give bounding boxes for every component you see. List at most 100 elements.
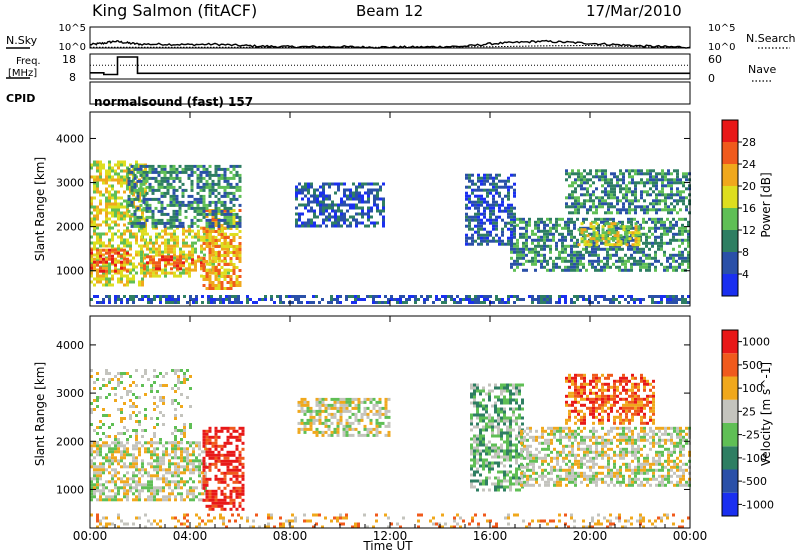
echo-cell <box>205 272 209 275</box>
echo-cell <box>157 182 161 186</box>
echo-cell <box>111 277 114 281</box>
echo-cell <box>585 229 588 233</box>
echo-cell <box>145 218 149 222</box>
echo-cell <box>205 182 209 186</box>
echo-cell <box>223 227 227 230</box>
echo-cell <box>510 218 513 222</box>
echo-cell <box>682 181 685 185</box>
echo-cell <box>640 193 643 197</box>
echo-cell <box>111 250 114 254</box>
echo-cell <box>498 179 501 183</box>
echo-cell <box>492 176 495 180</box>
echo-cell <box>673 199 676 203</box>
echo-cell <box>482 425 485 429</box>
echo-cell <box>183 432 186 435</box>
echo-cell <box>235 456 239 460</box>
echo-cell <box>676 172 679 176</box>
echo-cell <box>223 287 227 290</box>
echo-cell <box>123 217 126 221</box>
echo-cell <box>369 418 373 422</box>
echo-cell <box>687 259 690 263</box>
echo-cell <box>229 245 233 248</box>
echo-cell <box>235 278 239 281</box>
echo-cell <box>655 187 658 191</box>
echo-cell <box>637 181 640 185</box>
echo-cell <box>652 199 655 203</box>
echo-cell <box>604 178 607 182</box>
echo-cell <box>376 182 379 186</box>
echo-cell <box>220 233 224 236</box>
echo-cell <box>238 501 242 505</box>
echo-cell <box>214 465 218 469</box>
echo-cell <box>176 255 179 259</box>
echo-cell <box>123 229 126 233</box>
echo-cell <box>676 199 679 203</box>
echo-cell <box>194 261 197 265</box>
echo-cell <box>525 253 528 257</box>
echo-cell <box>565 169 568 173</box>
echo-cell <box>367 188 370 192</box>
echo-cell <box>631 190 634 194</box>
echo-cell <box>316 194 319 198</box>
echo-cell <box>537 217 540 221</box>
echo-cell <box>501 209 504 213</box>
echo-cell <box>219 301 222 304</box>
echo-cell <box>342 403 346 407</box>
echo-cell <box>174 483 177 487</box>
echo-cell <box>238 468 242 472</box>
echo-cell <box>186 480 189 484</box>
echo-cell <box>531 295 534 298</box>
echo-cell <box>198 441 201 445</box>
echo-cell <box>202 257 206 260</box>
echo-cell <box>330 298 333 301</box>
echo-cell <box>202 170 206 174</box>
echo-cell <box>117 260 120 264</box>
echo-cell <box>217 468 221 472</box>
echo-cell <box>184 164 188 168</box>
echo-cell <box>574 211 577 215</box>
echo-cell <box>196 224 200 228</box>
echo-cell <box>135 498 138 502</box>
echo-cell <box>190 173 194 177</box>
echo-cell <box>183 435 186 438</box>
echo-cell <box>102 483 105 487</box>
echo-cell <box>352 206 355 210</box>
echo-cell <box>158 264 161 268</box>
nsky-series-line <box>89 39 691 49</box>
echo-cell <box>378 421 382 425</box>
echo-cell <box>163 179 167 183</box>
echo-cell <box>102 441 105 445</box>
echo-cell <box>479 464 482 468</box>
echo-cell <box>229 426 233 430</box>
echo-cell <box>142 221 146 225</box>
echo-cell <box>595 231 599 235</box>
echo-cell <box>582 265 585 269</box>
echo-cell <box>300 301 303 304</box>
echo-cell <box>111 447 114 451</box>
echo-cell <box>105 181 108 185</box>
echo-cell <box>207 295 210 298</box>
echo-cell <box>355 203 358 207</box>
echo-cell <box>337 203 340 207</box>
echo-cell <box>153 450 156 454</box>
echo-cell <box>634 222 638 226</box>
echo-cell <box>604 202 607 206</box>
echo-cell <box>349 188 352 192</box>
echo-cell <box>182 238 185 242</box>
echo-cell <box>321 430 325 434</box>
echo-cell <box>148 167 152 171</box>
echo-cell <box>241 465 245 469</box>
echo-cell <box>129 483 132 487</box>
echo-cell <box>130 197 134 201</box>
echo-cell <box>676 193 679 197</box>
echo-cell <box>180 486 183 490</box>
echo-cell <box>303 409 307 413</box>
echo-cell <box>658 199 661 203</box>
echo-cell <box>211 182 215 186</box>
echo-cell <box>102 384 105 387</box>
echo-cell <box>676 169 679 173</box>
echo-cell <box>525 268 528 272</box>
echo-cell <box>489 191 492 195</box>
echo-cell <box>595 196 598 200</box>
echo-cell <box>615 298 618 301</box>
